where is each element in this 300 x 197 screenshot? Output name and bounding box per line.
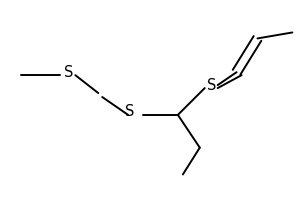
Text: S: S: [207, 78, 216, 93]
Text: S: S: [64, 65, 73, 80]
Text: S: S: [125, 104, 135, 119]
